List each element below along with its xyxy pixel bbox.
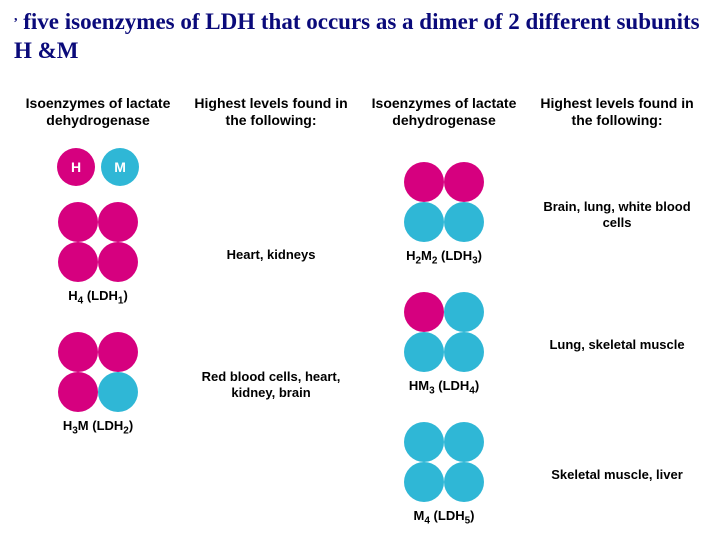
ldh4-tissue: Lung, skeletal muscle — [549, 337, 684, 353]
ldh4-tetramer — [404, 292, 484, 372]
diagram-columns: Isoenzymes of lactate dehydrogenase H M … — [14, 84, 706, 540]
ldh3-tissue: Brain, lung, white blood cells — [528, 199, 706, 230]
ldh3-subunit-1 — [404, 162, 444, 202]
ldh2-tissue: Red blood cells, heart, kidney, brain — [182, 369, 360, 400]
ldh1-tetramer — [58, 202, 138, 282]
ldh2-subunit-4 — [98, 372, 138, 412]
ldh2-tetramer — [58, 332, 138, 412]
ldh3-tissue-row: Brain, lung, white blood cells — [528, 150, 706, 280]
title-main: five isoenzymes of LDH that occurs as a … — [14, 9, 700, 63]
subunit-legend: H M — [57, 148, 139, 186]
right-loc-header: Highest levels found in the following: — [528, 84, 706, 140]
ldh4-label: HM3 (LDH4) — [409, 378, 479, 397]
ldh2-tissue-row: Red blood cells, heart, kidney, brain — [182, 320, 360, 450]
ldh1-subunit-1 — [58, 202, 98, 242]
ldh1-label: H4 (LDH1) — [68, 288, 128, 307]
ldh4-subunit-1 — [404, 292, 444, 332]
ldh4-subunit-2 — [444, 292, 484, 332]
page-title: , five isoenzymes of LDH that occurs as … — [14, 8, 706, 66]
ldh3-subunit-2 — [444, 162, 484, 202]
right-location-column: Highest levels found in the following: B… — [528, 84, 706, 540]
ldh1-tissue: Heart, kidneys — [227, 247, 316, 263]
ldh1-tissue-row: Heart, kidneys — [182, 190, 360, 320]
ldh4-subunit-3 — [404, 332, 444, 372]
ldh3-subunit-3 — [404, 202, 444, 242]
right-isoenzyme-column: Isoenzymes of lactate dehydrogenase H2M2… — [360, 84, 528, 540]
legend-m-subunit: M — [101, 148, 139, 186]
left-loc-header: Highest levels found in the following: — [182, 84, 360, 140]
ldh1-subunit-4 — [98, 242, 138, 282]
left-loc-spacer — [182, 150, 360, 190]
ldh5-tissue-row: Skeletal muscle, liver — [528, 410, 706, 540]
ldh3-block: H2M2 (LDH3) — [360, 150, 528, 280]
ldh1-subunit-2 — [98, 202, 138, 242]
ldh1-subunit-3 — [58, 242, 98, 282]
ldh2-subunit-1 — [58, 332, 98, 372]
ldh2-label: H3M (LDH2) — [63, 418, 133, 437]
ldh5-subunit-2 — [444, 422, 484, 462]
ldh4-tissue-row: Lung, skeletal muscle — [528, 280, 706, 410]
ldh5-subunit-4 — [444, 462, 484, 502]
ldh2-block: H3M (LDH2) — [14, 320, 182, 450]
right-iso-header: Isoenzymes of lactate dehydrogenase — [360, 84, 528, 140]
subunit-legend-row: H M — [14, 150, 182, 190]
ldh5-label: M4 (LDH5) — [414, 508, 475, 527]
ldh5-block: M4 (LDH5) — [360, 410, 528, 540]
ldh2-subunit-3 — [58, 372, 98, 412]
left-location-column: Highest levels found in the following: H… — [182, 84, 360, 540]
left-isoenzyme-column: Isoenzymes of lactate dehydrogenase H M … — [14, 84, 182, 540]
ldh2-subunit-2 — [98, 332, 138, 372]
legend-h-subunit: H — [57, 148, 95, 186]
ldh3-subunit-4 — [444, 202, 484, 242]
ldh5-subunit-1 — [404, 422, 444, 462]
ldh5-tetramer — [404, 422, 484, 502]
ldh5-tissue: Skeletal muscle, liver — [551, 467, 683, 483]
left-iso-header: Isoenzymes of lactate dehydrogenase — [14, 84, 182, 140]
ldh3-label: H2M2 (LDH3) — [406, 248, 482, 267]
ldh4-block: HM3 (LDH4) — [360, 280, 528, 410]
ldh5-subunit-3 — [404, 462, 444, 502]
ldh3-tetramer — [404, 162, 484, 242]
ldh1-block: H4 (LDH1) — [14, 190, 182, 320]
ldh4-subunit-4 — [444, 332, 484, 372]
